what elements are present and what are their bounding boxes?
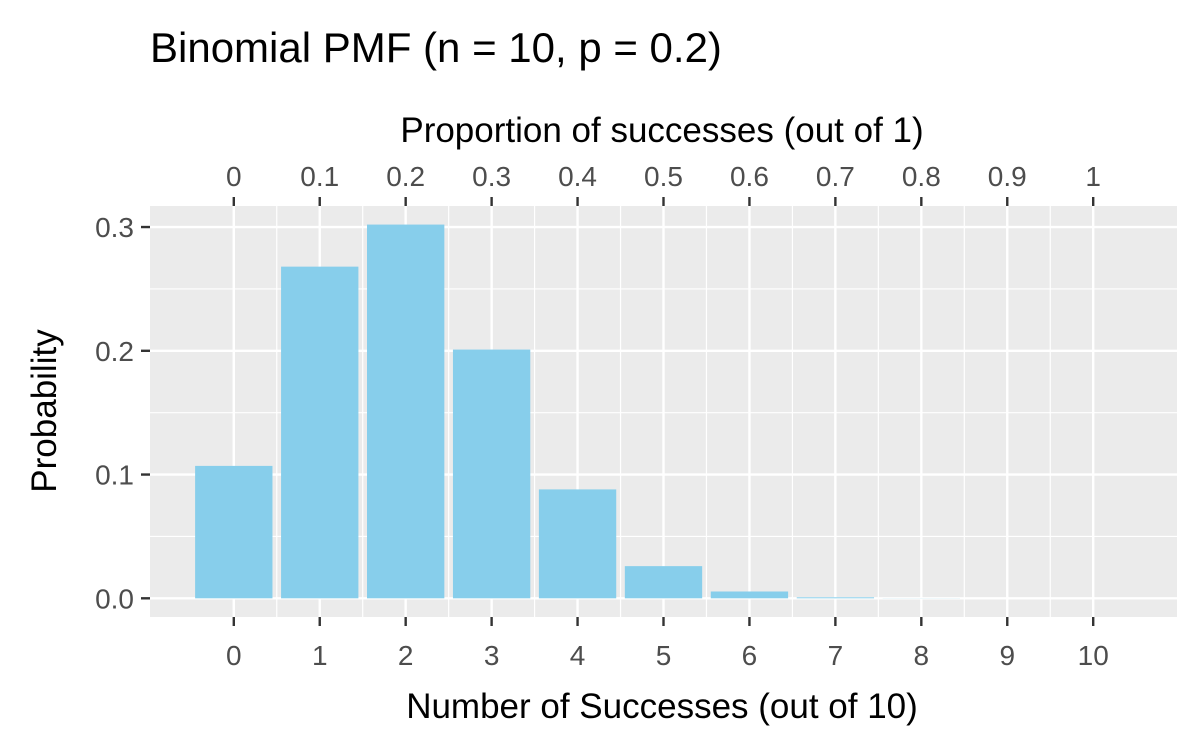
secondary-x-tick-label: 0 bbox=[226, 161, 242, 192]
bar-4 bbox=[538, 489, 617, 599]
chart-title: Binomial PMF (n = 10, p = 0.2) bbox=[150, 24, 722, 71]
secondary-x-tick-label: 0.8 bbox=[902, 161, 941, 192]
y-axis-ticks bbox=[141, 225, 150, 600]
x-axis-ticks bbox=[232, 617, 1095, 626]
secondary-x-tick-label: 0.1 bbox=[300, 161, 339, 192]
x-tick-label: 1 bbox=[312, 640, 328, 671]
x-tick-label: 7 bbox=[828, 640, 844, 671]
secondary-x-tick-label: 0.3 bbox=[472, 161, 511, 192]
x-tick-label: 2 bbox=[398, 640, 414, 671]
secondary-x-tick-label: 0.2 bbox=[386, 161, 425, 192]
bars bbox=[195, 224, 960, 599]
bar-6 bbox=[710, 591, 789, 599]
x-tick-label: 0 bbox=[226, 640, 242, 671]
secondary-x-tick-label: 0.6 bbox=[730, 161, 769, 192]
secondary-x-tick-label: 0.5 bbox=[644, 161, 683, 192]
secondary-x-axis-ticks bbox=[232, 197, 1095, 206]
secondary-x-axis-title: Proportion of successes (out of 1) bbox=[400, 111, 923, 150]
secondary-x-tick-label: 1 bbox=[1085, 161, 1101, 192]
x-tick-label: 5 bbox=[656, 640, 672, 671]
secondary-x-tick-label: 0.4 bbox=[558, 161, 597, 192]
secondary-x-axis-tick-labels: 0 0.1 0.2 0.3 0.4 0.5 0.6 0.7 0.8 0.9 1 bbox=[226, 161, 1101, 192]
secondary-x-tick-label: 0.9 bbox=[988, 161, 1027, 192]
bar-1 bbox=[281, 266, 359, 599]
y-tick-label: 0.3 bbox=[95, 212, 134, 243]
x-tick-label: 9 bbox=[999, 640, 1015, 671]
y-tick-label: 0.0 bbox=[95, 583, 134, 614]
bar-5 bbox=[624, 566, 703, 599]
y-axis-tick-labels: 0.0 0.1 0.2 0.3 bbox=[95, 212, 134, 614]
grid-lines bbox=[150, 206, 1177, 617]
secondary-x-tick-label: 0.7 bbox=[816, 161, 855, 192]
x-axis-tick-labels: 0 1 2 3 4 5 6 7 8 9 10 bbox=[226, 640, 1109, 671]
x-tick-label: 10 bbox=[1078, 640, 1109, 671]
x-tick-label: 3 bbox=[484, 640, 500, 671]
bar-3 bbox=[452, 349, 531, 599]
bar-2 bbox=[367, 224, 445, 599]
y-tick-label: 0.2 bbox=[95, 336, 134, 367]
bar-7 bbox=[796, 597, 875, 599]
y-tick-label: 0.1 bbox=[95, 460, 134, 491]
y-axis-title: Probability bbox=[25, 329, 64, 493]
x-axis-title: Number of Successes (out of 10) bbox=[406, 687, 918, 726]
x-tick-label: 8 bbox=[914, 640, 930, 671]
x-tick-label: 6 bbox=[742, 640, 758, 671]
x-tick-label: 4 bbox=[570, 640, 586, 671]
bar-0 bbox=[195, 465, 273, 599]
